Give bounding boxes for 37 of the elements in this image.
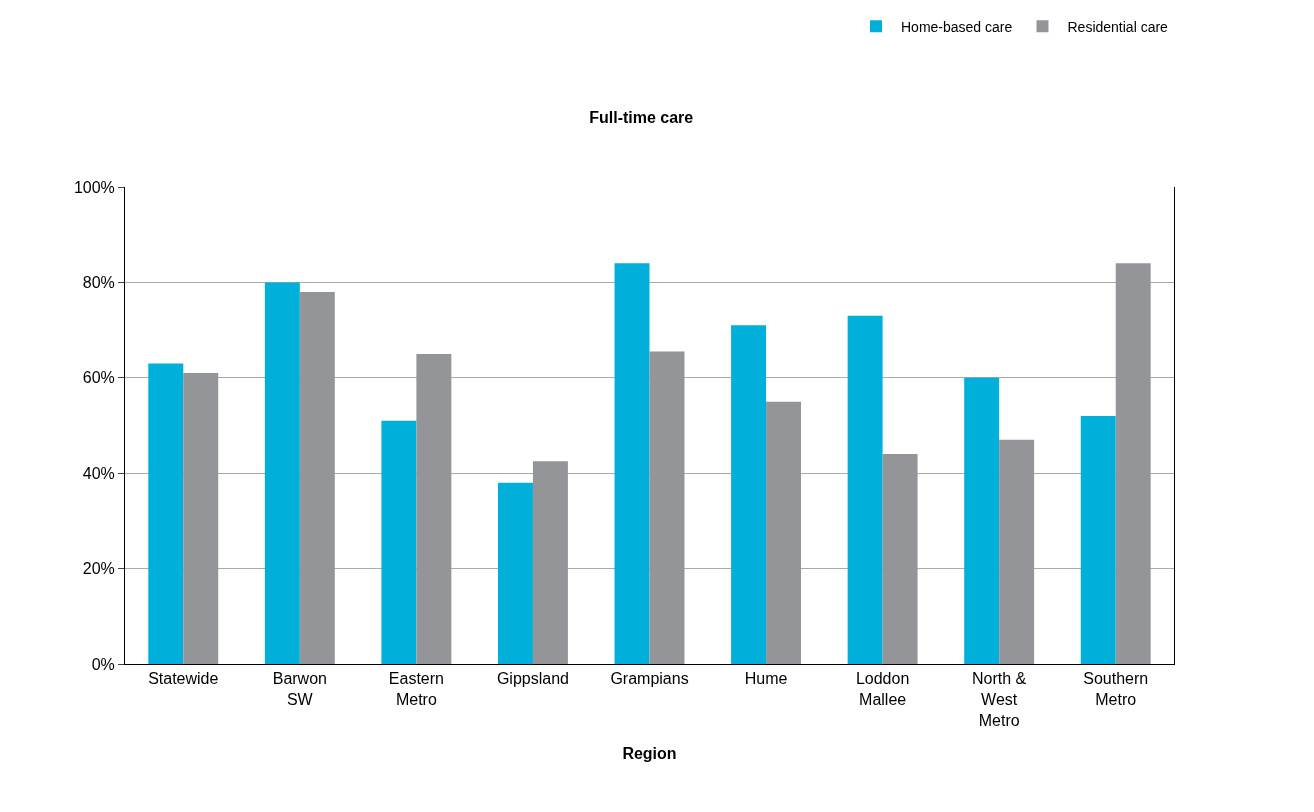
- y-tick-label: 40%: [82, 464, 115, 482]
- x-tick-label: Eastern Metro: [388, 670, 444, 708]
- bar: [381, 420, 417, 664]
- bar: [264, 282, 300, 664]
- bar: [882, 454, 918, 664]
- bar: [649, 351, 685, 664]
- y-tick-label: 100%: [73, 178, 115, 196]
- y-tick-label: 20%: [82, 560, 115, 578]
- y-tick-label: 60%: [82, 369, 115, 387]
- bar: [731, 325, 767, 664]
- bar: [964, 377, 1000, 664]
- x-axis-title: Region: [622, 745, 677, 763]
- y-tick-label: 0%: [91, 655, 115, 673]
- legend-label: Residential care: [1067, 18, 1169, 35]
- x-tick-label: Statewide: [148, 670, 219, 688]
- bar: [416, 353, 452, 664]
- bar: [1080, 415, 1116, 664]
- bar: [847, 315, 883, 664]
- x-tick-label: Grampians: [610, 670, 689, 688]
- bar: [614, 263, 650, 664]
- x-tick-label: Hume: [744, 670, 788, 688]
- legend-label: Home-based care: [901, 18, 1013, 35]
- bar: [532, 461, 568, 664]
- x-tick-label: North & West Metro: [972, 670, 1027, 729]
- chart-title: Full-time care: [589, 109, 694, 127]
- bar: [299, 291, 335, 664]
- bar: [183, 373, 219, 664]
- bar: [148, 363, 184, 664]
- bar: [497, 482, 533, 664]
- bar: [999, 439, 1035, 664]
- x-tick-label: Southern Metro: [1083, 670, 1149, 708]
- x-tick-label: Loddon Mallee: [855, 670, 910, 708]
- bar: [1115, 263, 1151, 664]
- x-tick-label: Barwon SW: [272, 670, 327, 708]
- y-tick-label: 80%: [82, 274, 115, 291]
- bar: [766, 401, 802, 664]
- x-tick-label: Gippsland: [496, 670, 569, 688]
